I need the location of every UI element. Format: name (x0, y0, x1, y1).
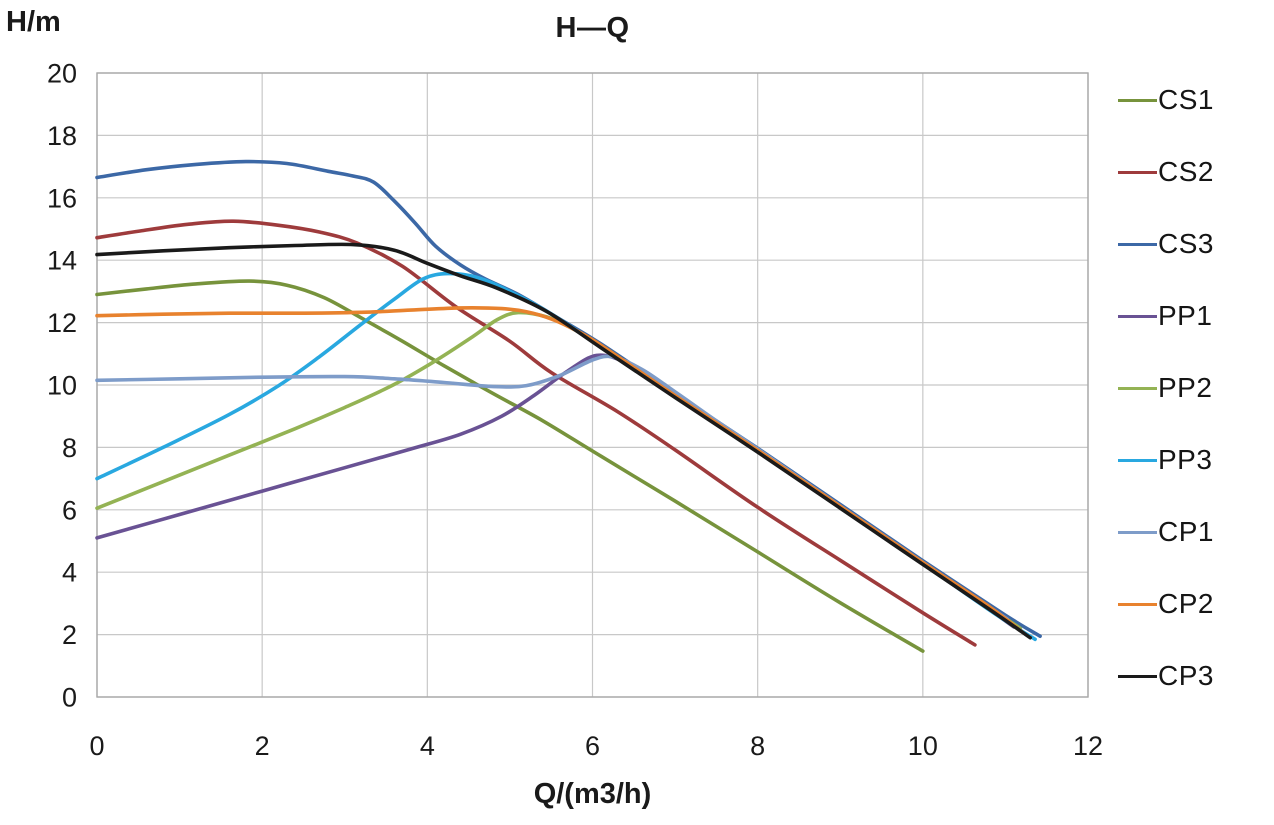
legend-item-pp3: PP3 (1118, 444, 1272, 476)
legend-line-swatch-cp3 (1118, 674, 1157, 678)
x-tick-label: 4 (420, 731, 435, 761)
legend-item-cp3: CP3 (1118, 660, 1272, 692)
x-tick-label: 10 (908, 731, 938, 761)
series-line-cs3 (95, 159, 1042, 638)
legend-label: PP1 (1158, 300, 1213, 331)
legend-line-swatch-cp1 (1118, 530, 1157, 534)
y-tick-label: 4 (62, 558, 77, 588)
x-tick-label: 12 (1073, 731, 1103, 761)
legend-label: CP1 (1158, 516, 1214, 547)
legend-item-cs2: CS2 (1118, 156, 1272, 188)
y-tick-label: 16 (47, 183, 77, 213)
legend-item-pp2: PP2 (1118, 372, 1272, 404)
legend-item-cp2: CP2 (1118, 588, 1272, 620)
series-line-pp2 (95, 310, 1023, 631)
legend-line-swatch-cs2 (1118, 170, 1157, 174)
y-tick-label: 8 (62, 433, 77, 463)
chart-title: H—Q (555, 12, 630, 44)
y-tick-label: 10 (47, 371, 77, 401)
series-line-cs2 (95, 219, 977, 647)
legend-label: PP3 (1158, 444, 1213, 475)
legend-label: CP3 (1158, 660, 1214, 691)
x-tick-label: 0 (89, 731, 104, 761)
series-line-cs1 (95, 279, 925, 653)
legend-item-cp1: CP1 (1118, 516, 1272, 548)
legend-label: CS2 (1158, 156, 1214, 187)
y-tick-label: 12 (47, 308, 77, 338)
y-axis-title: H/m (6, 6, 61, 38)
y-tick-label: 2 (62, 620, 77, 650)
legend-label: CS1 (1158, 84, 1214, 115)
legend-label: PP2 (1158, 372, 1213, 403)
legend-label: CS3 (1158, 228, 1214, 259)
legend-item-cs1: CS1 (1118, 84, 1272, 116)
legend-line-swatch-pp1 (1118, 314, 1157, 318)
y-tick-label: 14 (47, 246, 77, 276)
y-tick-label: 18 (47, 121, 77, 151)
series-line-cp3 (95, 242, 1032, 640)
legend-line-swatch-cp2 (1118, 602, 1157, 606)
legend: CS1 CS2 CS3 PP1 PP2 PP3 CP1 CP2 CP3 (1118, 84, 1272, 692)
legend-line-swatch-pp3 (1118, 458, 1157, 462)
y-tick-label: 6 (62, 495, 77, 525)
x-tick-label: 8 (750, 731, 765, 761)
series-line-pp3 (95, 271, 1037, 642)
x-tick-label: 2 (255, 731, 270, 761)
legend-item-cs3: CS3 (1118, 228, 1272, 260)
series-line-pp1 (95, 353, 1016, 629)
x-tick-label: 6 (585, 731, 600, 761)
legend-line-swatch-cs1 (1118, 98, 1157, 102)
y-tick-label: 0 (62, 683, 77, 713)
legend-line-swatch-cs3 (1118, 242, 1157, 246)
y-tick-label: 20 (47, 59, 77, 89)
plot-border (96, 72, 1089, 698)
series-line-cp2 (95, 306, 1026, 635)
legend-label: CP2 (1158, 588, 1214, 619)
x-axis-title: Q/(m3/h) (533, 778, 652, 810)
legend-line-swatch-pp2 (1118, 386, 1157, 390)
legend-item-pp1: PP1 (1118, 300, 1272, 332)
